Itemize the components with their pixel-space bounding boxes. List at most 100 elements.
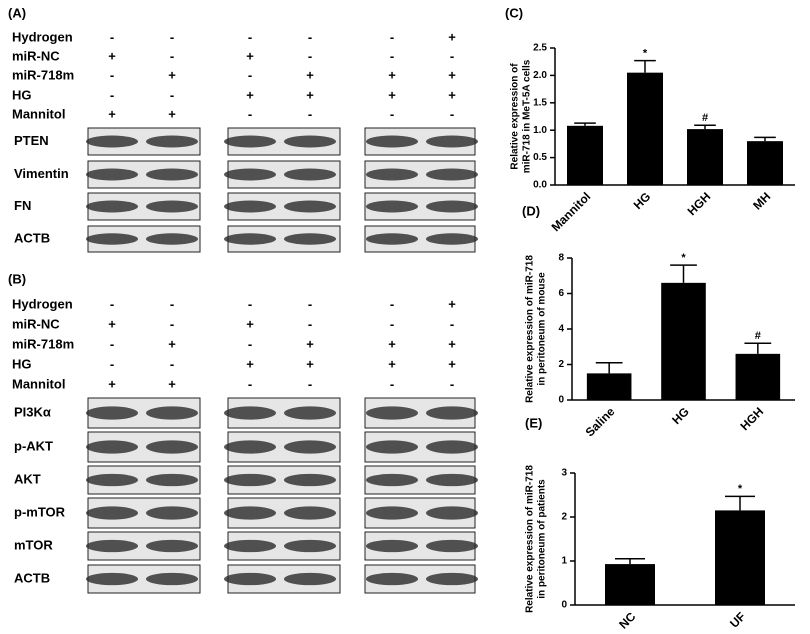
treatment-sign: - [110,356,114,371]
treatment-sign: - [390,316,394,331]
treatment-sign: - [390,48,394,63]
treatment-sign: + [246,356,254,371]
blot-band [284,200,336,213]
treatment-sign: + [306,87,314,102]
x-tick-label: NC [616,609,638,631]
blot-band [426,406,478,420]
bar [661,282,706,400]
y-tick-label: 1.5 [533,97,547,108]
y-axis-label: Relative expression of miR-718 [525,465,536,613]
treatment-sign: + [108,376,116,391]
blot-band [426,506,478,520]
blot-band [366,168,418,181]
treatment-sign: + [448,356,456,371]
treatment-sign: + [246,316,254,331]
blot-band [426,200,478,213]
protein-name: ACTB [14,570,50,585]
blot-band [224,168,276,181]
blot-band [284,473,336,487]
treatment-name: HG [12,356,32,371]
blot-band [86,233,138,245]
treatment-sign: + [168,67,176,82]
treatment-name: Hydrogen [12,29,73,44]
treatment-sign: - [110,296,114,311]
treatment-sign: - [308,48,312,63]
y-tick-label: 6 [558,288,564,299]
treatment-sign: + [246,48,254,63]
blot-band [86,168,138,181]
y-axis-label: miR-718 in MeT-5A cells [522,59,533,173]
blot-band [224,572,276,586]
blot-band [284,233,336,245]
y-tick-label: 2 [561,512,567,523]
y-tick-label: 0.0 [533,180,547,191]
treatment-sign: - [248,67,252,82]
treatment-sign: + [306,67,314,82]
treatment-sign: - [248,106,252,121]
protein-name: PI3Kα [14,404,51,419]
treatment-name: Mannitol [12,376,65,391]
blot-band [366,440,418,454]
treatment-sign: - [308,29,312,44]
panel-label: (D) [522,203,540,218]
treatment-sign: - [110,336,114,351]
panel-label: (C) [505,5,523,20]
blot-band [284,539,336,553]
blot-band [86,506,138,520]
significance-mark: # [755,330,761,342]
treatment-sign: + [306,336,314,351]
y-tick-label: 0 [561,600,567,611]
treatment-sign: + [168,376,176,391]
blot-band [366,506,418,520]
x-tick-label: UF [727,609,748,630]
blot-band [146,539,198,553]
treatment-sign: + [448,67,456,82]
y-tick-label: 2.5 [533,43,547,54]
y-tick-label: 3 [561,468,567,479]
panel-label: (B) [8,271,26,286]
bar [605,564,655,605]
significance-mark: * [681,252,686,264]
treatment-sign: - [110,87,114,102]
blot-band [224,440,276,454]
treatment-sign: - [170,29,174,44]
treatment-sign: - [450,106,454,121]
protein-name: p-AKT [14,438,53,453]
blot-band [86,135,138,148]
treatment-sign: - [170,48,174,63]
protein-name: AKT [14,471,41,486]
y-tick-label: 0 [558,395,564,406]
protein-name: Vimentin [14,166,69,181]
treatment-sign: + [448,336,456,351]
blot-band [146,406,198,420]
treatment-sign: - [170,87,174,102]
treatment-sign: - [308,296,312,311]
treatment-sign: - [390,376,394,391]
treatment-name: miR-718m [12,67,74,82]
y-tick-label: 1.0 [533,125,547,136]
y-axis-label: in peritoneum of mouse [537,272,548,386]
treatment-sign: - [248,29,252,44]
blot-band [146,200,198,213]
bar [627,72,663,185]
blot-band [366,135,418,148]
y-tick-label: 0.5 [533,152,547,163]
blot-band [426,539,478,553]
treatment-name: miR-NC [12,316,60,331]
x-tick-label: HG [631,189,654,212]
blot-band [224,406,276,420]
treatment-sign: - [110,29,114,44]
treatment-sign: - [248,296,252,311]
blot-band [284,406,336,420]
treatment-name: Hydrogen [12,296,73,311]
x-tick-label: HGH [685,189,714,218]
x-tick-label: HGH [737,404,766,433]
treatment-sign: + [388,356,396,371]
blot-band [86,440,138,454]
significance-mark: # [702,112,708,124]
significance-mark: * [643,48,648,60]
blot-band [366,473,418,487]
treatment-name: miR-718m [12,336,74,351]
x-tick-label: HG [669,404,692,427]
treatment-sign: - [170,296,174,311]
